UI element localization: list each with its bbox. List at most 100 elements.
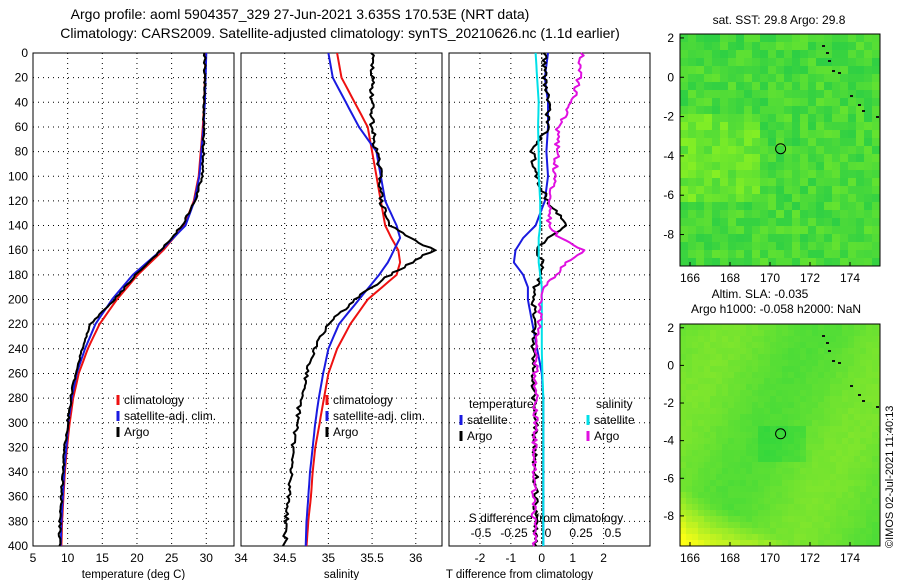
map-cell xyxy=(856,50,865,59)
map-cell xyxy=(872,194,880,203)
map-cell xyxy=(760,258,769,266)
map-cell xyxy=(848,540,855,546)
map-cell xyxy=(760,66,769,75)
map-cell xyxy=(710,348,717,355)
map-cell xyxy=(746,450,753,457)
map-cell xyxy=(816,66,825,75)
map-cell xyxy=(864,202,873,211)
map-cell xyxy=(860,402,867,409)
map-cell xyxy=(764,426,771,433)
map-cell xyxy=(872,162,880,171)
map-cell xyxy=(704,106,713,115)
map-cell xyxy=(824,202,833,211)
map-cell xyxy=(768,34,777,43)
map-cell xyxy=(686,540,693,546)
map-cell xyxy=(776,486,783,493)
map-cell xyxy=(842,492,849,499)
map-cell xyxy=(698,492,705,499)
map-cell xyxy=(712,114,721,123)
map-cell xyxy=(860,342,867,349)
map-cell xyxy=(680,492,687,499)
map-cell xyxy=(848,242,857,251)
map-cell xyxy=(872,178,880,187)
map-cell xyxy=(728,74,737,83)
map-cell xyxy=(758,450,765,457)
map-cell xyxy=(866,342,873,349)
map-cell xyxy=(776,178,785,187)
map-cell xyxy=(776,444,783,451)
map-cell xyxy=(770,372,777,379)
map-cell xyxy=(860,450,867,457)
map-cell xyxy=(818,540,825,546)
map-cell xyxy=(800,122,809,131)
map-cell xyxy=(784,234,793,243)
map-cell xyxy=(758,540,765,546)
map-cell xyxy=(836,336,843,343)
map-cell xyxy=(752,250,761,259)
map-cell xyxy=(854,414,861,421)
map-cell xyxy=(800,372,807,379)
map-cell xyxy=(776,540,783,546)
map-cell xyxy=(768,178,777,187)
map-cell xyxy=(776,348,783,355)
map-cell xyxy=(848,50,857,59)
map-cell xyxy=(788,468,795,475)
map-cell xyxy=(842,390,849,397)
map-cell xyxy=(712,130,721,139)
map-cell xyxy=(842,372,849,379)
map-cell xyxy=(848,444,855,451)
map-cell xyxy=(768,194,777,203)
depth-tick-label: 180 xyxy=(8,268,28,282)
map-cell xyxy=(782,498,789,505)
map-cell xyxy=(848,372,855,379)
map-cell xyxy=(752,540,759,546)
map-cell xyxy=(832,186,841,195)
map-cell xyxy=(740,366,747,373)
map-cell xyxy=(856,42,865,51)
map-cell xyxy=(760,34,769,43)
map-cell xyxy=(854,498,861,505)
map-cell xyxy=(712,106,721,115)
map-cell xyxy=(752,342,759,349)
map-cell xyxy=(734,456,741,463)
map-cell xyxy=(696,234,705,243)
map-cell xyxy=(746,504,753,511)
map-cell xyxy=(728,146,737,155)
map-cell xyxy=(818,444,825,451)
map-cell xyxy=(680,324,687,331)
map-cell xyxy=(806,330,813,337)
map-cell xyxy=(704,330,711,337)
map-cell xyxy=(866,336,873,343)
map-cell xyxy=(848,528,855,535)
map-cell xyxy=(854,462,861,469)
map-cell xyxy=(716,378,723,385)
map-cell xyxy=(720,98,729,107)
map-cell xyxy=(768,258,777,266)
map-cell xyxy=(792,90,801,99)
map-cell xyxy=(770,534,777,541)
map-cell xyxy=(744,34,753,43)
map-cell xyxy=(824,414,831,421)
map-cell xyxy=(746,342,753,349)
map-cell xyxy=(818,432,825,439)
map-cell xyxy=(860,336,867,343)
map-cell xyxy=(878,336,880,343)
map-cell xyxy=(806,372,813,379)
map-cell xyxy=(704,242,713,251)
map-cell xyxy=(720,162,729,171)
map-cell xyxy=(680,186,689,195)
map-cell xyxy=(782,414,789,421)
map-cell xyxy=(784,82,793,91)
map-cell xyxy=(744,178,753,187)
map-cell xyxy=(746,330,753,337)
map-cell xyxy=(824,354,831,361)
map-cell xyxy=(758,432,765,439)
map-cell xyxy=(716,456,723,463)
map-cell xyxy=(866,480,873,487)
map-cell xyxy=(842,516,849,523)
map-xtick-label: 166 xyxy=(680,271,700,285)
map-field xyxy=(680,324,880,546)
map-cell xyxy=(788,366,795,373)
difference-series-salinity-argo xyxy=(530,52,586,547)
depth-tick-label: 220 xyxy=(8,317,28,331)
